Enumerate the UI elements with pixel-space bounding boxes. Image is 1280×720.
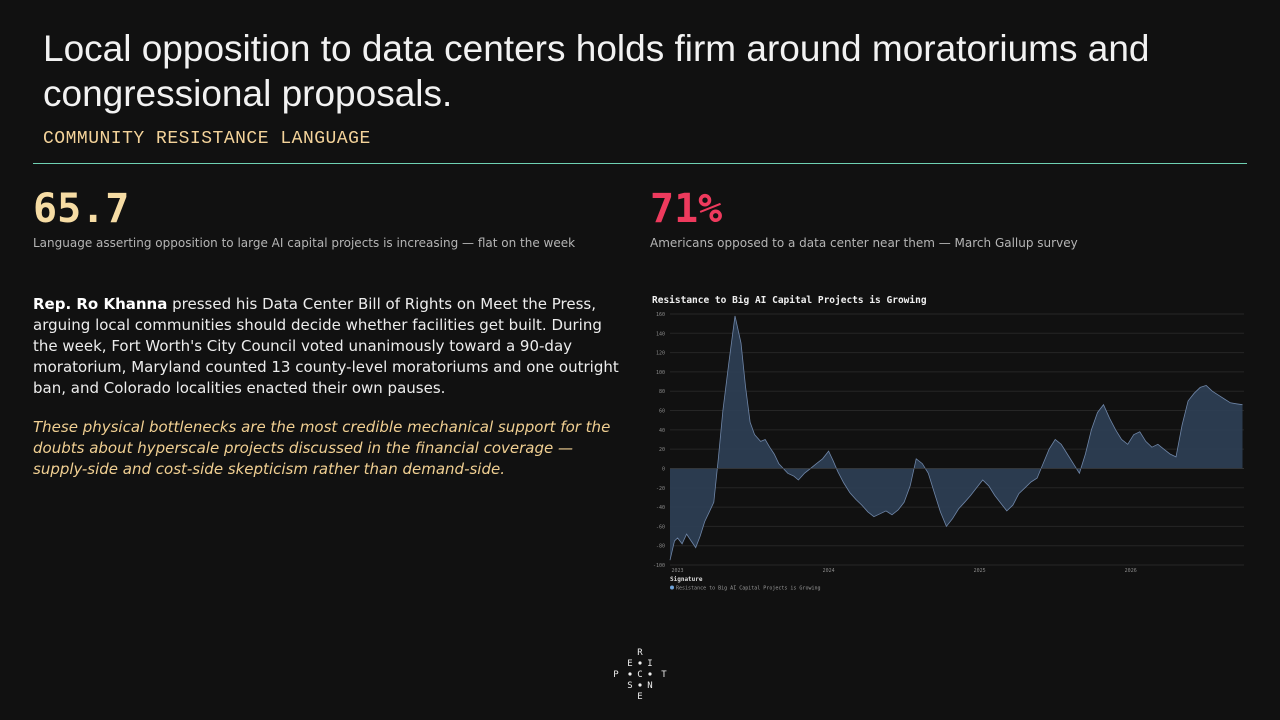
y-tick-label: -80 — [656, 544, 665, 550]
chart-x-ticks: 2023 2024 2025 2026 — [672, 568, 1137, 574]
logo-dot — [628, 672, 632, 676]
logo-letter: N — [647, 681, 652, 691]
resistance-chart: Resistance to Big AI Capital Projects is… — [648, 290, 1248, 600]
chart-series — [669, 315, 1244, 561]
stat-opposition-index-description: Language asserting opposition to large A… — [33, 236, 576, 250]
x-tick-label: 2023 — [672, 568, 684, 574]
legend-entry: Resistance to Big AI Capital Projects is… — [676, 586, 821, 592]
logo-letter: C — [637, 670, 642, 680]
stat-opposition-index: 65.7 Language asserting opposition to la… — [33, 186, 575, 250]
chart-title: Resistance to Big AI Capital Projects is… — [652, 295, 927, 306]
body-paragraph: Rep. Ro Khanna pressed his Data Center B… — [33, 294, 625, 399]
logo-mark: RE IP C TS NE — [613, 648, 667, 702]
logo-letter: E — [627, 659, 632, 669]
italic-commentary: These physical bottlenecks are the most … — [33, 418, 611, 478]
y-tick-label: 60 — [659, 409, 665, 415]
resistance-chart-svg: Resistance to Big AI Capital Projects is… — [652, 295, 1244, 592]
y-tick-label: -20 — [656, 486, 665, 492]
chart-y-ticks: -100 -80 -60 -40 -20 0 20 40 60 80 100 120 140 160 — [653, 312, 665, 569]
y-tick-label: 140 — [656, 331, 665, 337]
logo-letter: I — [647, 659, 652, 669]
body-lead-name: Rep. Ro Khanna — [33, 295, 168, 313]
logo-letter: T — [661, 670, 667, 680]
logo-letter: E — [637, 692, 642, 702]
y-tick-label: 120 — [656, 351, 665, 357]
y-tick-label: 20 — [659, 447, 665, 453]
logo-letter: S — [627, 681, 632, 691]
y-tick-label: 160 — [656, 312, 665, 318]
legend-swatch — [670, 585, 674, 590]
x-tick-label: 2024 — [823, 568, 835, 574]
y-tick-label: 40 — [659, 428, 665, 434]
body-lead-rest: pressed his Data Center Bill of Rights o… — [33, 295, 619, 397]
y-tick-label: -40 — [656, 505, 665, 511]
y-tick-label: -100 — [653, 563, 665, 569]
y-tick-label: 0 — [662, 466, 665, 472]
x-tick-label: 2026 — [1125, 568, 1137, 574]
legend-title: Signature — [670, 576, 703, 583]
y-tick-label: -60 — [656, 524, 665, 530]
logo-dot — [638, 683, 642, 687]
logo-dot — [638, 661, 642, 665]
header-divider — [33, 163, 1247, 164]
stat-opposition-index-value: 65.7 — [33, 186, 130, 232]
series-area — [670, 315, 1243, 561]
logo-letter: R — [637, 648, 643, 658]
stat-gallup-opposed-description: Americans opposed to a data center near … — [650, 236, 1078, 250]
chart-legend: Signature Resistance to Big AI Capital P… — [670, 576, 821, 592]
logo-dot — [648, 672, 652, 676]
logo-letter: P — [613, 670, 619, 680]
y-tick-label: 80 — [659, 389, 665, 395]
stat-gallup-opposed-value: 71% — [650, 186, 723, 232]
x-tick-label: 2025 — [974, 568, 986, 574]
series-line — [669, 315, 1243, 561]
section-kicker: COMMUNITY RESISTANCE LANGUAGE — [43, 129, 371, 149]
page-title: Local opposition to data centers holds f… — [43, 28, 1150, 114]
stat-gallup-opposed: 71% Americans opposed to a data center n… — [650, 186, 1078, 250]
y-tick-label: 100 — [656, 370, 665, 376]
